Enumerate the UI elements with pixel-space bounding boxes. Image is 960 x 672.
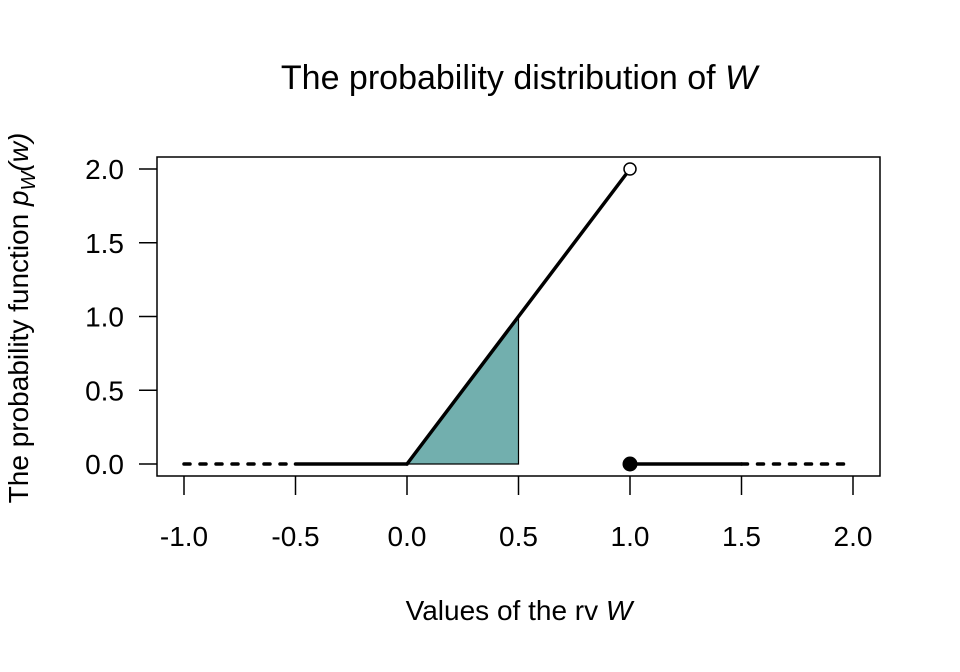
endpoint-markers <box>622 162 638 472</box>
y-tick-label: 1.5 <box>85 228 124 259</box>
y-tick-label: 0.0 <box>85 449 124 480</box>
x-axis-label: Values of the rv W <box>406 595 635 626</box>
x-tick-label: 1.0 <box>611 521 650 552</box>
y-tick-label: 2.0 <box>85 154 124 185</box>
x-tick-label: 1.5 <box>722 521 761 552</box>
x-tick-label: -1.0 <box>160 521 208 552</box>
y-axis: 0.0 0.5 1.0 1.5 2.0 <box>85 154 157 480</box>
open-circle-marker <box>623 162 637 176</box>
x-tick-label: -0.5 <box>271 521 319 552</box>
chart-title: The probability distribution of W <box>281 59 760 97</box>
x-tick-label: 0.5 <box>499 521 538 552</box>
y-tick-label: 0.5 <box>85 375 124 406</box>
series-lines <box>182 167 855 466</box>
filled-circle-marker <box>622 456 638 472</box>
x-tick-label: 2.0 <box>834 521 873 552</box>
series-density <box>405 167 632 466</box>
y-axis-label: The probability function pW(w) <box>3 133 40 504</box>
x-axis: -1.0 -0.5 0.0 0.5 1.0 1.5 2.0 <box>160 476 873 552</box>
y-tick-label: 1.0 <box>85 302 124 333</box>
x-tick-label: 0.0 <box>388 521 427 552</box>
